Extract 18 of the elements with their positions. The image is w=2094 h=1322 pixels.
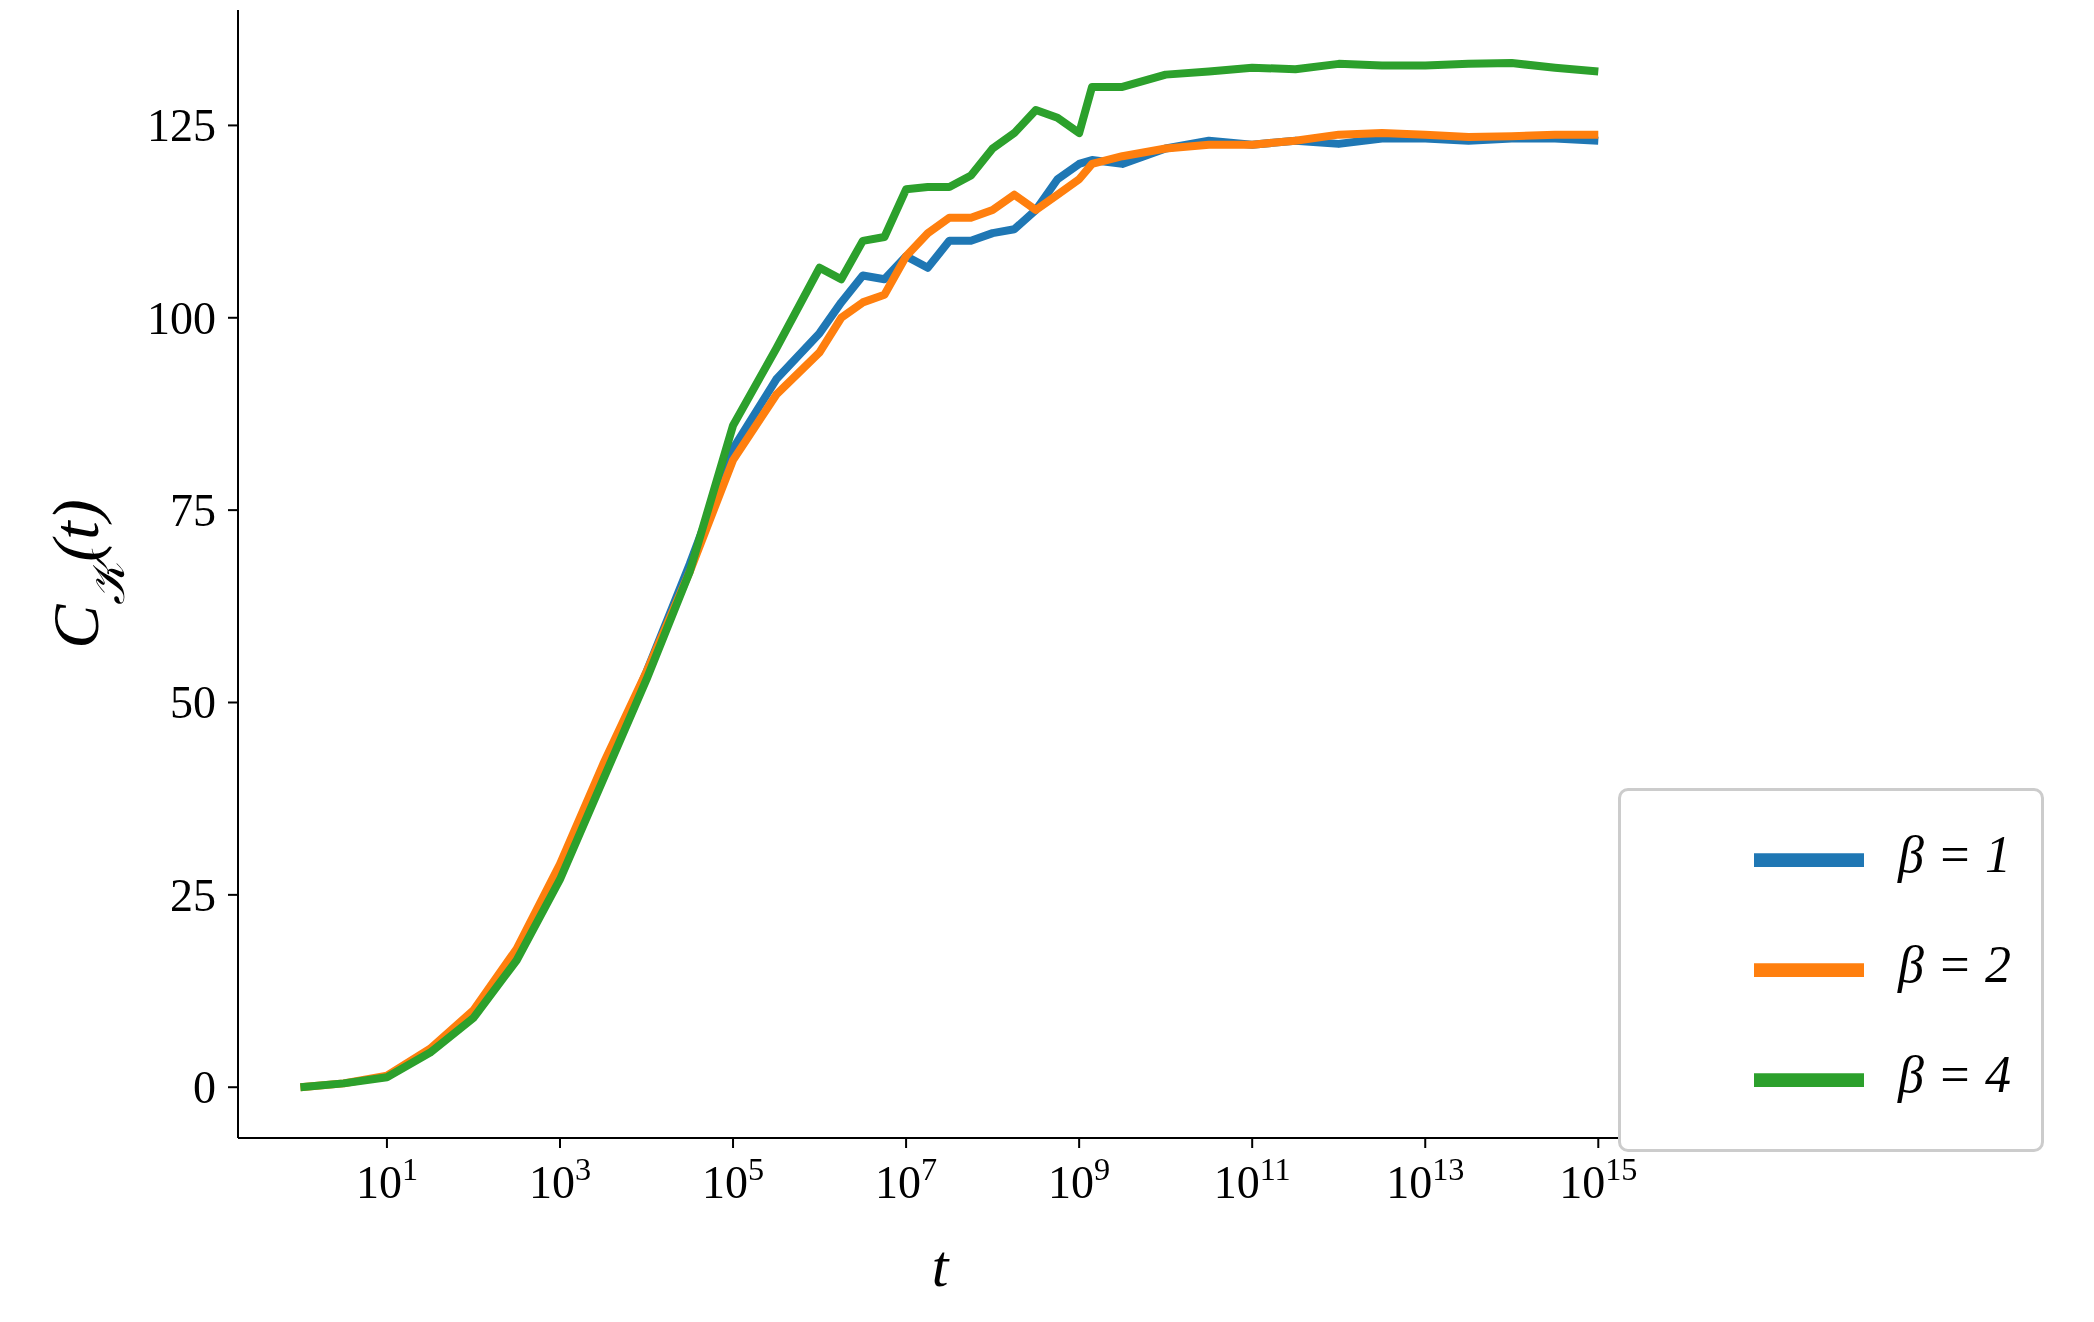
legend-label: β = 2 — [1898, 936, 2011, 994]
legend-label: β = 4 — [1898, 1046, 2011, 1104]
x-tick-label: 10$^{3}$ — [528, 1151, 592, 1208]
x-tick-label: 10$^{5}$ — [701, 1151, 765, 1208]
y-tick-label: 125 — [147, 100, 216, 152]
y-tick-label: 0 — [193, 1062, 216, 1114]
x-tick-label: 10$^{9}$ — [1048, 1151, 1111, 1208]
x-tick-label: 10$^{7}$ — [875, 1151, 938, 1208]
x-tick-label: 10$^{1}$ — [355, 1151, 418, 1208]
legend-label: β = 1 — [1898, 826, 2011, 883]
y-tick-label: 100 — [147, 292, 216, 344]
x-tick-label: 10$^{11}$ — [1213, 1151, 1291, 1208]
x-axis-title: t — [931, 1233, 950, 1299]
x-tick-label: 10$^{13}$ — [1386, 1151, 1465, 1208]
y-tick-label: 50 — [170, 677, 216, 729]
x-tick-label: 10$^{15}$ — [1559, 1151, 1638, 1208]
y-tick-label: 75 — [170, 485, 216, 537]
y-tick-label: 25 — [170, 869, 216, 921]
